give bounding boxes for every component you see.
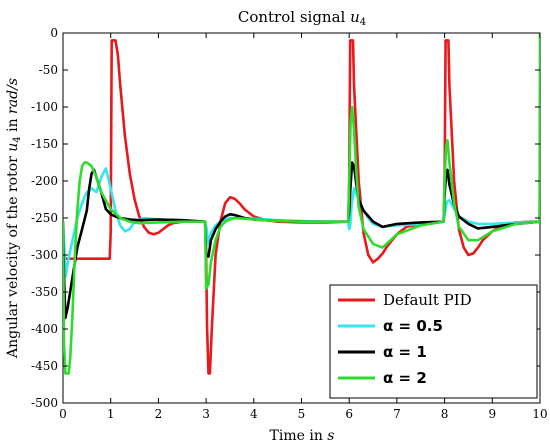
x-tick-label: 2: [155, 407, 163, 421]
x-tick-label: 10: [532, 407, 547, 421]
y-axis-label: Angular velocity of the rotor u4 in rad/…: [5, 78, 23, 359]
x-axis-label: Time in s: [270, 428, 335, 444]
x-tick-label: 3: [202, 407, 210, 421]
y-tick-label: -50: [39, 63, 58, 77]
tick-layer: 0 1 2 3 4 5 6 7 8 9 10 0 -50 -100 -150 -200 -250 -300 -350…: [31, 26, 548, 421]
legend-label-alpha-2: α = 2: [383, 369, 427, 387]
x-tick-label: 4: [250, 407, 258, 421]
x-tick-label: 6: [345, 407, 353, 421]
legend-label-default-pid: Default PID: [383, 291, 472, 309]
y-tick-label: -400: [31, 322, 58, 336]
legend-label-alpha-0-5: α = 0.5: [383, 317, 443, 335]
x-tick-label: 8: [441, 407, 449, 421]
y-tick-label: -250: [31, 211, 58, 225]
y-tick-label: -450: [31, 359, 58, 373]
y-tick-label: -200: [31, 174, 58, 188]
y-tick-label: -500: [31, 396, 58, 410]
legend: Default PID α = 0.5 α = 1 α = 2: [329, 284, 538, 399]
y-tick-label: 0: [50, 26, 58, 40]
y-tick-label: -300: [31, 248, 58, 262]
series-line-3: [63, 32, 540, 375]
x-tick-label: 7: [393, 407, 401, 421]
series-layer: [63, 32, 540, 375]
legend-label-alpha-1: α = 1: [383, 343, 427, 361]
y-tick-label: -350: [31, 285, 58, 299]
x-tick-label: 9: [488, 407, 496, 421]
x-tick-label: 1: [107, 407, 115, 421]
y-tick-label: -150: [31, 137, 58, 151]
x-tick-label: 5: [298, 407, 306, 421]
chart-title: Control signal u4: [238, 8, 366, 28]
y-tick-label: -100: [31, 100, 58, 114]
x-tick-label: 0: [59, 407, 67, 421]
